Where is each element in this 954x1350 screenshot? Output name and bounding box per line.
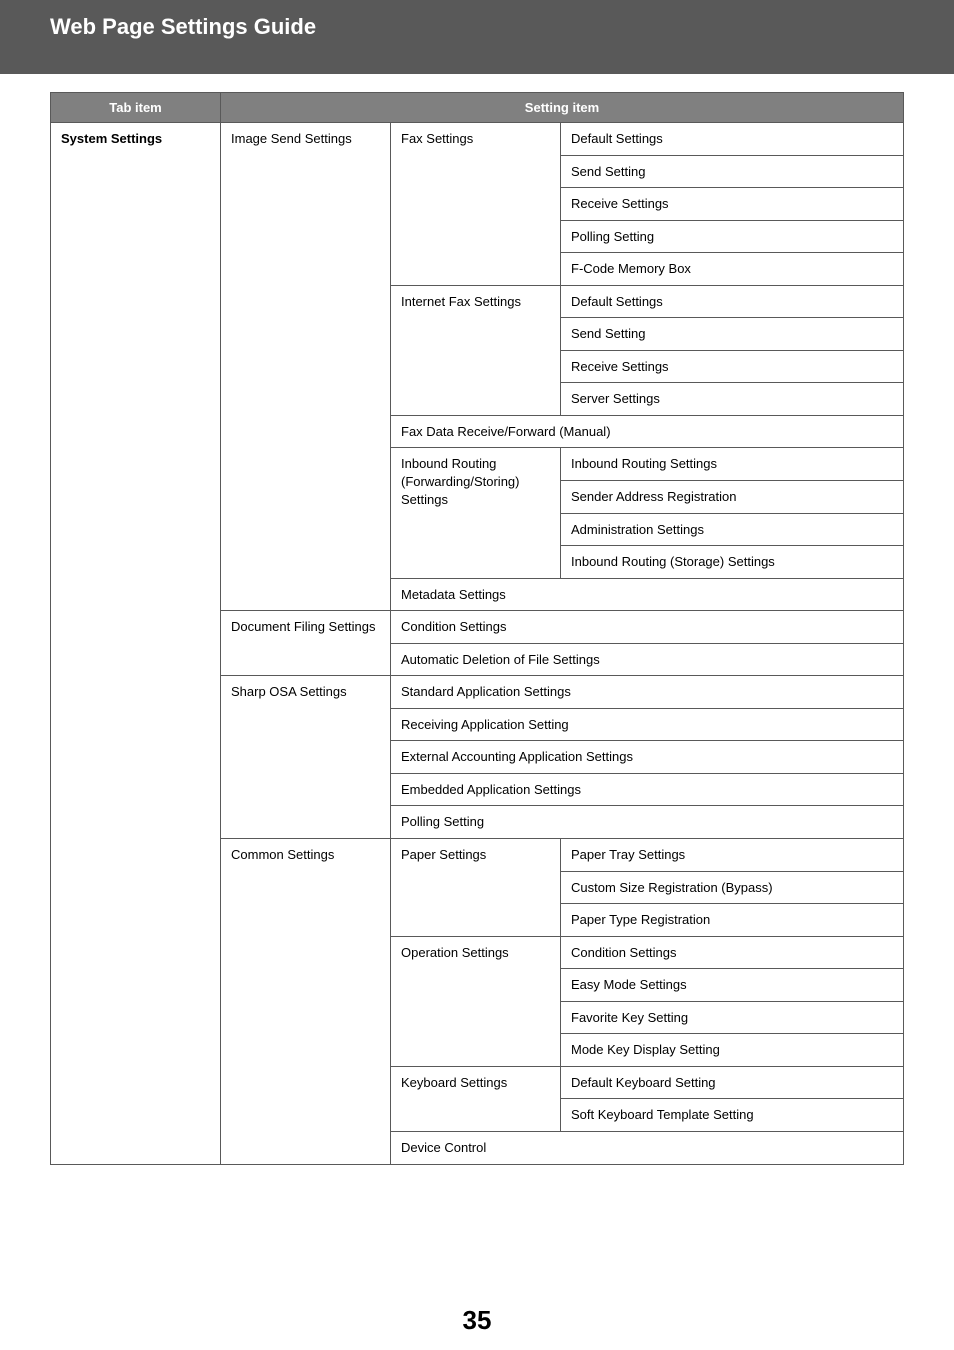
page-number: 35 <box>0 1305 954 1336</box>
item-cell: Administration Settings <box>561 513 904 546</box>
subgroup-cell: Polling Setting <box>391 806 904 839</box>
group-cell: Sharp OSA Settings <box>221 676 391 839</box>
subgroup-cell: Condition Settings <box>391 611 904 644</box>
item-cell: Mode Key Display Setting <box>561 1034 904 1067</box>
subgroup-cell: Keyboard Settings <box>391 1066 561 1131</box>
item-cell: Favorite Key Setting <box>561 1001 904 1034</box>
item-cell: Send Setting <box>561 155 904 188</box>
header-tab-item: Tab item <box>51 93 221 123</box>
settings-table: Tab item Setting item System SettingsIma… <box>50 92 904 1165</box>
page-title: Web Page Settings Guide <box>50 14 954 40</box>
subgroup-cell: Device Control <box>391 1131 904 1164</box>
item-cell: Send Setting <box>561 318 904 351</box>
subgroup-cell: Metadata Settings <box>391 578 904 611</box>
subgroup-cell: Operation Settings <box>391 936 561 1066</box>
item-cell: Paper Tray Settings <box>561 839 904 872</box>
subgroup-cell: External Accounting Application Settings <box>391 741 904 774</box>
item-cell: Polling Setting <box>561 220 904 253</box>
item-cell: Paper Type Registration <box>561 904 904 937</box>
table-row: System SettingsImage Send SettingsFax Se… <box>51 123 904 156</box>
subgroup-cell: Embedded Application Settings <box>391 773 904 806</box>
subgroup-cell: Automatic Deletion of File Settings <box>391 643 904 676</box>
item-cell: Easy Mode Settings <box>561 969 904 1002</box>
subgroup-cell: Standard Application Settings <box>391 676 904 709</box>
subgroup-cell: Receiving Application Setting <box>391 708 904 741</box>
group-cell: Common Settings <box>221 839 391 1164</box>
header-setting-item: Setting item <box>221 93 904 123</box>
subgroup-cell: Fax Data Receive/Forward (Manual) <box>391 415 904 448</box>
item-cell: Inbound Routing (Storage) Settings <box>561 546 904 579</box>
item-cell: Server Settings <box>561 383 904 416</box>
item-cell: Default Settings <box>561 285 904 318</box>
item-cell: Inbound Routing Settings <box>561 448 904 481</box>
item-cell: Receive Settings <box>561 350 904 383</box>
table-header-row: Tab item Setting item <box>51 93 904 123</box>
item-cell: Condition Settings <box>561 936 904 969</box>
item-cell: Sender Address Registration <box>561 481 904 514</box>
item-cell: Custom Size Registration (Bypass) <box>561 871 904 904</box>
item-cell: Receive Settings <box>561 188 904 221</box>
subgroup-cell: Inbound Routing (Forwarding/Storing) Set… <box>391 448 561 578</box>
subgroup-cell: Paper Settings <box>391 839 561 937</box>
item-cell: F-Code Memory Box <box>561 253 904 286</box>
item-cell: Soft Keyboard Template Setting <box>561 1099 904 1132</box>
tab-item-cell: System Settings <box>51 123 221 1165</box>
group-cell: Document Filing Settings <box>221 611 391 676</box>
group-cell: Image Send Settings <box>221 123 391 611</box>
item-cell: Default Keyboard Setting <box>561 1066 904 1099</box>
settings-table-container: Tab item Setting item System SettingsIma… <box>0 92 954 1165</box>
item-cell: Default Settings <box>561 123 904 156</box>
subgroup-cell: Fax Settings <box>391 123 561 286</box>
subgroup-cell: Internet Fax Settings <box>391 285 561 415</box>
page-header: Web Page Settings Guide <box>0 0 954 74</box>
